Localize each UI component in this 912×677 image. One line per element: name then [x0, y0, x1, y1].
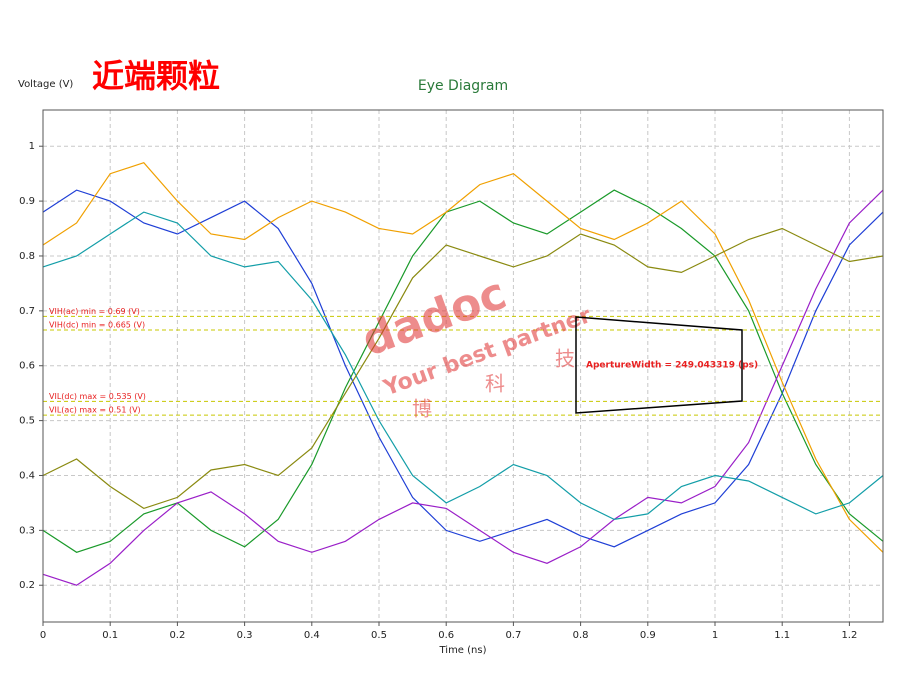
y-tick-label: 0.6: [19, 361, 35, 372]
eye-trace: [42, 189, 884, 586]
plot-frame: [42, 109, 884, 623]
x-tick-label: 1.2: [841, 630, 857, 641]
x-tick-label: 0.4: [304, 630, 320, 641]
watermark-char: 技: [555, 347, 575, 371]
threshold-label: VIH(dc) min = 0.665 (V): [49, 321, 145, 330]
y-tick-label: 0.3: [19, 525, 35, 536]
y-tick-label: 0.2: [19, 580, 35, 591]
x-axis-label: Time (ns): [438, 645, 486, 656]
aperture-annotation: ApertureWidth = 249.043319 (ps): [586, 361, 758, 371]
x-tick-label: 0.8: [573, 630, 589, 641]
y-tick-label: 1: [29, 141, 35, 152]
x-tick-label: 0.5: [371, 630, 387, 641]
x-tick-label: 0.6: [438, 630, 454, 641]
threshold-label: VIL(dc) max = 0.535 (V): [49, 392, 146, 401]
eye-trace: [42, 189, 884, 548]
y-tick-label: 0.8: [19, 251, 35, 262]
eye-trace: [42, 162, 884, 553]
y-tick-label: 0.9: [19, 196, 35, 207]
x-tick-label: 0.2: [169, 630, 185, 641]
y-axis-label: Voltage (V): [18, 79, 73, 90]
watermark-char: 科: [485, 372, 505, 396]
eye-trace: [42, 227, 884, 510]
x-tick-label: 0.7: [505, 630, 521, 641]
aperture-box: [575, 316, 743, 414]
y-tick-label: 0.5: [19, 416, 35, 427]
y-tick-label: 0.4: [19, 470, 35, 481]
x-tick-label: 0.9: [640, 630, 656, 641]
x-tick-label: 1: [712, 630, 718, 641]
threshold-label: VIH(ac) min = 0.69 (V): [49, 307, 140, 316]
x-tick-label: 0: [40, 630, 46, 641]
eye-trace: [42, 211, 884, 521]
chart-subtitle: Eye Diagram: [418, 78, 508, 94]
x-tick-label: 0.3: [237, 630, 253, 641]
eye-trace: [42, 189, 884, 553]
chart-title: 近端颗粒: [92, 57, 220, 95]
x-tick-label: 1.1: [774, 630, 790, 641]
threshold-label: VIL(ac) max = 0.51 (V): [49, 406, 141, 415]
watermark-char: 博: [412, 397, 432, 421]
x-tick-label: 0.1: [102, 630, 118, 641]
y-tick-label: 0.7: [19, 306, 35, 317]
watermark: dadoc Your best partner 博 科 技: [355, 268, 594, 421]
